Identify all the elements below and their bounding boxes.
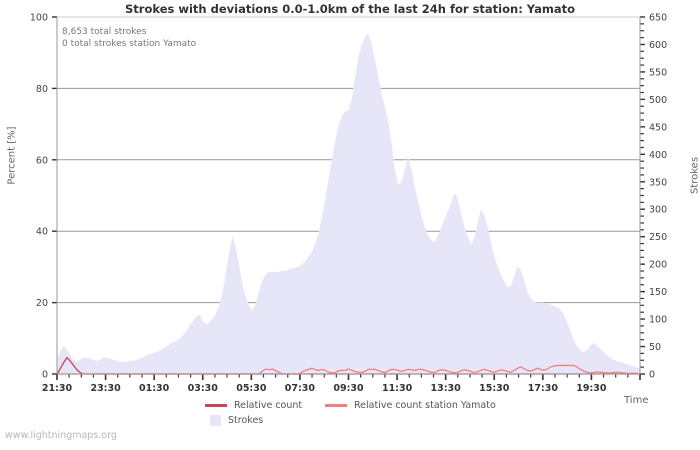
svg-text:300: 300: [649, 205, 667, 216]
svg-text:23:30: 23:30: [90, 383, 121, 394]
legend-swatch-line: [325, 403, 347, 407]
svg-text:0: 0: [649, 370, 655, 381]
svg-text:350: 350: [649, 177, 667, 188]
svg-text:50: 50: [649, 342, 661, 353]
svg-text:100: 100: [30, 13, 48, 24]
x-axis-label: Time: [624, 395, 649, 406]
y-axis-label-right: Strokes: [689, 156, 700, 195]
legend-label: Relative count: [234, 399, 303, 411]
svg-text:17:30: 17:30: [528, 383, 559, 394]
svg-text:09:30: 09:30: [333, 383, 364, 394]
chart-title: Strokes with deviations 0.0-1.0km of the…: [125, 2, 575, 16]
svg-text:60: 60: [36, 155, 48, 166]
watermark: www.lightningmaps.org: [5, 430, 117, 441]
svg-text:200: 200: [649, 260, 667, 271]
svg-text:450: 450: [649, 122, 667, 133]
svg-text:01:30: 01:30: [139, 383, 170, 394]
svg-text:600: 600: [649, 40, 667, 51]
svg-text:03:30: 03:30: [188, 383, 219, 394]
annotation-station-strokes: 0 total strokes station Yamato: [62, 39, 197, 49]
svg-text:05:30: 05:30: [236, 383, 267, 394]
svg-text:20: 20: [36, 298, 48, 309]
svg-text:19:30: 19:30: [576, 383, 607, 394]
legend-item-strokes: Strokes: [205, 413, 263, 427]
svg-text:80: 80: [36, 84, 48, 95]
svg-text:400: 400: [649, 150, 667, 161]
legend-swatch-box: [210, 414, 221, 426]
svg-text:0: 0: [42, 370, 48, 381]
svg-text:550: 550: [649, 67, 667, 78]
svg-text:100: 100: [649, 315, 667, 326]
legend-label: Strokes: [228, 414, 264, 426]
svg-text:07:30: 07:30: [285, 383, 316, 394]
svg-text:13:30: 13:30: [431, 383, 462, 394]
y-axis-label-left: Percent [%]: [6, 126, 18, 185]
svg-text:500: 500: [649, 95, 667, 106]
annotation-total-strokes: 8,653 total strokes: [62, 27, 147, 37]
legend-swatch-line: [205, 403, 227, 407]
svg-text:150: 150: [649, 287, 667, 298]
legend-label: Relative count station Yamato: [354, 399, 496, 411]
svg-text:40: 40: [36, 227, 48, 238]
svg-text:250: 250: [649, 232, 667, 243]
legend-item-relative-count: Relative count: [205, 398, 302, 412]
legend-item-relative-count-station: Relative count station Yamato: [325, 398, 496, 412]
svg-text:21:30: 21:30: [42, 383, 73, 394]
svg-text:15:30: 15:30: [479, 383, 510, 394]
svg-text:650: 650: [649, 13, 667, 24]
svg-text:11:30: 11:30: [382, 383, 413, 394]
